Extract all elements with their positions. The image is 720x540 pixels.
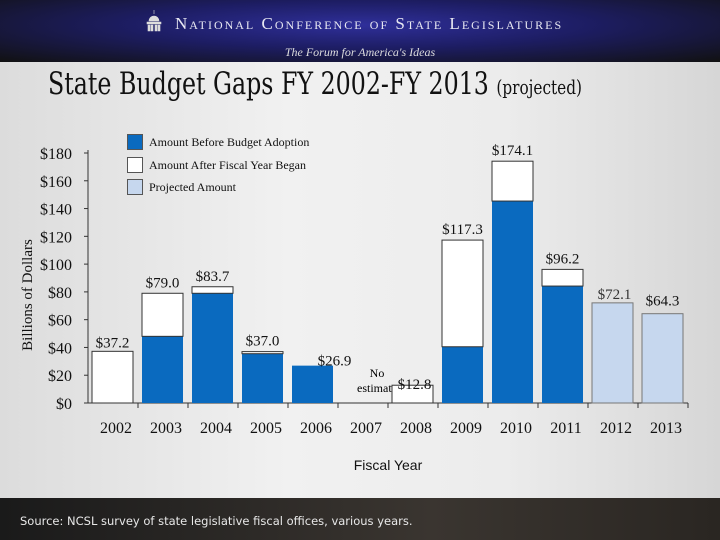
y-tick-label: $120 — [40, 229, 72, 246]
data-label: $12.8 — [398, 377, 432, 393]
capitol-dome-icon — [146, 10, 162, 32]
data-label: $79.0 — [146, 275, 180, 291]
y-tick-label: $80 — [48, 285, 72, 302]
y-tick-label: $160 — [40, 174, 72, 191]
y-tick-label: $40 — [48, 340, 72, 357]
bar-after — [441, 239, 484, 348]
data-label: $117.3 — [442, 222, 483, 238]
legend-label: Amount After Fiscal Year Began — [149, 157, 306, 172]
x-tick-label: 2008 — [400, 420, 432, 437]
data-label: $96.2 — [546, 251, 580, 267]
x-tick-label: 2005 — [250, 420, 282, 437]
y-tick-label: $180 — [40, 146, 72, 163]
legend-item-after: Amount After Fiscal Year Began — [127, 157, 306, 173]
data-label: $83.7 — [196, 269, 230, 285]
data-label: $72.1 — [598, 287, 632, 303]
x-tick-label: 2011 — [550, 420, 581, 437]
x-tick-label: 2006 — [300, 420, 332, 437]
y-tick-label: $100 — [40, 257, 72, 274]
x-tick-label: 2013 — [650, 420, 682, 437]
bar-after — [91, 350, 134, 404]
data-label: $37.2 — [96, 335, 130, 351]
bar-after — [241, 351, 284, 355]
x-tick-label: 2002 — [100, 420, 132, 437]
bar-after — [191, 286, 234, 294]
y-tick-label: $140 — [40, 202, 72, 219]
legend-item-before: Amount Before Budget Adoption — [127, 134, 309, 150]
y-tick-label: $20 — [48, 368, 72, 385]
title-main: State Budget Gaps FY 2002-FY 2013 — [48, 66, 489, 102]
x-tick-label: 2007 — [350, 420, 382, 437]
y-tick-label: $0 — [56, 396, 72, 413]
x-tick-label: 2012 — [600, 420, 632, 437]
bar-before — [542, 286, 583, 403]
bar-projected — [641, 313, 684, 404]
bar-before — [142, 336, 183, 403]
legend-label: Projected Amount — [149, 179, 236, 194]
y-axis-title: Billions of Dollars — [20, 239, 36, 351]
legend-item-projected: Projected Amount — [127, 179, 236, 195]
footer: Source: NCSL survey of state legislative… — [0, 498, 720, 540]
x-tick-label: 2010 — [500, 420, 532, 437]
x-tick-label: 2009 — [450, 420, 482, 437]
data-label: $64.3 — [646, 294, 680, 310]
source-note: Source: NCSL survey of state legislative… — [20, 514, 413, 528]
bar-after — [541, 268, 584, 287]
bar-before — [242, 353, 283, 403]
title-suffix: (projected) — [496, 75, 582, 99]
bar-before — [442, 346, 483, 403]
data-label: $37.0 — [246, 334, 280, 350]
bar-before — [192, 293, 233, 403]
header-banner: National Conference of State Legislature… — [0, 0, 720, 62]
x-axis-title: Fiscal Year — [354, 457, 423, 473]
org-name: National Conference of State Legislature… — [175, 14, 564, 33]
page-title: State Budget Gaps FY 2002-FY 2013 (proje… — [48, 66, 582, 102]
bar-before — [492, 201, 533, 403]
data-label: No — [370, 366, 385, 380]
data-label: $174.1 — [492, 143, 533, 159]
legend-swatch — [127, 157, 143, 173]
bar-after — [391, 384, 434, 404]
legend-swatch — [127, 134, 143, 150]
y-tick-label: $60 — [48, 313, 72, 330]
legend-swatch — [127, 179, 143, 195]
bar-projected — [591, 302, 634, 404]
data-label: $26.9 — [318, 354, 352, 370]
x-tick-label: 2004 — [200, 420, 232, 437]
bar-after — [141, 292, 184, 337]
legend-label: Amount Before Budget Adoption — [149, 134, 310, 149]
bar-after — [491, 160, 534, 202]
bar-chart: $0 $20 $40 $60 $80 $100 $120 $140 $160 $180 2002 $3… — [20, 143, 689, 473]
bar-before — [292, 365, 333, 403]
x-tick-label: 2003 — [150, 420, 182, 437]
data-label: estimate — [357, 381, 397, 395]
tagline: The Forum for America's Ideas — [284, 45, 436, 59]
